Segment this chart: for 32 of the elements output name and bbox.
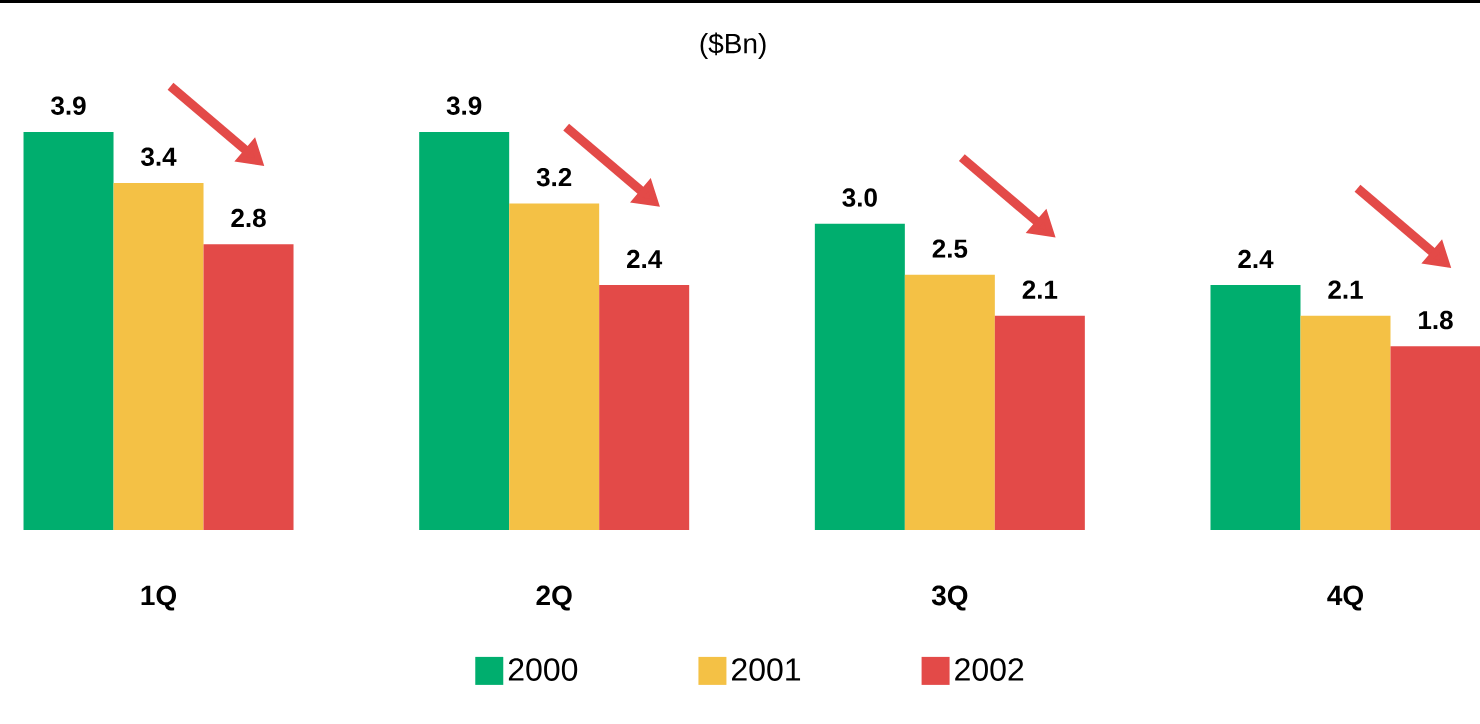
bar [599, 285, 690, 530]
data-label: 2.8 [231, 208, 266, 228]
legend-label: 2000 [508, 658, 578, 681]
bar [23, 131, 114, 530]
data-label: 2.4 [627, 249, 663, 269]
bar [203, 244, 294, 530]
bar [1390, 346, 1480, 530]
data-label: 3.4 [141, 147, 177, 166]
data-label: 2.4 [1238, 249, 1274, 269]
bar [814, 223, 905, 530]
legend-label: 2002 [955, 658, 1024, 681]
x-tick-label: 3Q [931, 585, 968, 611]
bar [419, 131, 510, 530]
x-tick-label: 1Q [141, 585, 177, 611]
x-tick-label: 2Q [536, 585, 572, 611]
legend-label: 2001 [732, 658, 801, 681]
bar [994, 315, 1085, 530]
bar [1210, 285, 1301, 530]
bar [509, 203, 600, 530]
data-label: 3.0 [842, 188, 877, 207]
data-label: 3.9 [51, 96, 86, 115]
bar [113, 183, 204, 530]
bar [1300, 315, 1391, 530]
bar [904, 274, 995, 530]
data-label: 3.9 [446, 96, 482, 115]
data-label: 2.1 [1022, 280, 1058, 299]
data-label: 2.5 [932, 239, 968, 258]
data-label: 3.2 [536, 167, 572, 187]
data-label: 2.1 [1328, 280, 1363, 299]
data-label: 1.8 [1419, 310, 1453, 330]
chart-title: ($Bn) [700, 32, 766, 60]
x-tick-label: 4Q [1327, 585, 1363, 611]
